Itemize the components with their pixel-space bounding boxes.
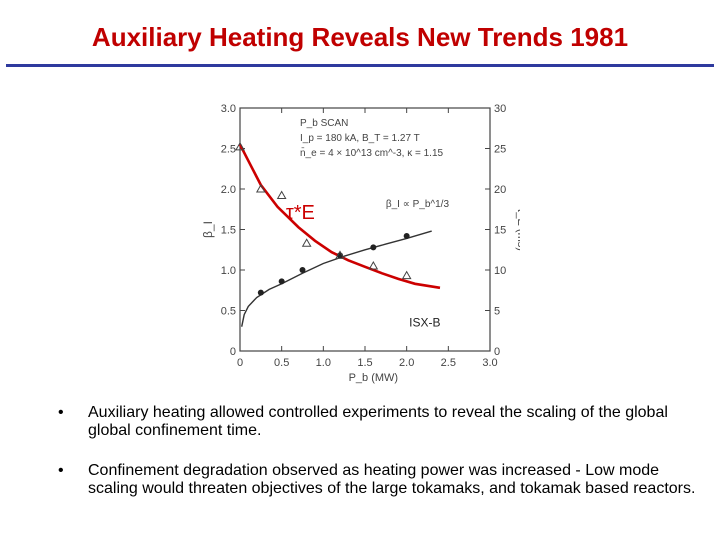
bullet-marker: •: [58, 462, 64, 479]
y-tick-label-right: 15: [494, 225, 506, 237]
legend-line: I_p = 180 kA, B_T = 1.27 T: [300, 133, 420, 144]
bullet-marker: •: [58, 404, 64, 421]
tau-point: [255, 183, 266, 193]
y-tick-label-right: 10: [494, 265, 506, 277]
y-tick-label-left: 2.5: [221, 144, 236, 156]
y-tick-label-left: 3.0: [221, 103, 236, 115]
beta-point: [278, 278, 285, 285]
beta-fit-annotation: β_I ∝ P_b^1/3: [386, 199, 450, 210]
y-tick-label-left: 1.0: [221, 265, 236, 277]
x-axis-label: P_b (MW): [349, 372, 399, 384]
y-tick-label-right: 20: [494, 184, 506, 196]
tau-point: [276, 190, 287, 199]
x-tick-label: 2.5: [441, 357, 456, 369]
x-tick-label: 0.5: [274, 357, 289, 369]
y-tick-label-left: 0.5: [221, 306, 236, 318]
chart-marks: [235, 141, 412, 296]
y-tick-label-left: 1.5: [221, 225, 236, 237]
x-tick-label: 1.0: [316, 357, 331, 369]
x-tick-label: 0: [237, 357, 243, 369]
plot-frame: [239, 107, 491, 352]
chart-ticks: [239, 107, 491, 352]
tau-point: [235, 141, 245, 151]
tau-point: [301, 238, 312, 247]
slide-title: Auxiliary Heating Reveals New Trends 198…: [91, 22, 629, 52]
beta-point: [257, 289, 264, 296]
chart-axes: [239, 107, 491, 352]
y-tick-label-left: 0: [230, 346, 236, 358]
title-underline: [6, 64, 714, 67]
tau-point: [401, 270, 412, 280]
bullet-list: • Auxiliary heating allowed controlled e…: [58, 404, 698, 520]
tau-annotation: τ*E: [286, 202, 315, 224]
tau-fit-curve: [238, 143, 441, 290]
beta-point: [403, 232, 410, 239]
y-axis-label-left: β_I: [201, 221, 215, 238]
tau-point: [335, 250, 345, 259]
tau-point: [368, 260, 379, 270]
chart-labels: 0 0.5 1.0 1.5 2.0 2.5 3.000.51.01.52.02.53.005…: [201, 103, 520, 384]
x-tick-label: 3.0: [482, 357, 497, 369]
y-tick-label-left: 2.0: [221, 184, 236, 196]
beta-tau-chart: 0 0.5 1.0 1.5 2.0 2.5 3.000.51.01.52.02.53.005…: [201, 103, 520, 384]
device-annotation: ISX-B: [409, 316, 440, 330]
bullet-item-1: • Auxiliary heating allowed controlled e…: [58, 404, 698, 440]
legend-line: P_b SCAN: [300, 118, 348, 129]
chart-curves: [238, 143, 441, 327]
y-tick-label-right: 30: [494, 103, 506, 115]
y-tick-label-right: 25: [494, 144, 506, 156]
bullet-text-1: Auxiliary heating allowed controlled exp…: [88, 404, 668, 439]
x-tick-label: 2.0: [399, 357, 414, 369]
beta-point: [299, 267, 306, 273]
beta-point: [370, 244, 377, 251]
y-axis-label-right: τ_E (ms): [515, 208, 520, 251]
y-tick-label-right: 5: [494, 306, 500, 318]
beta-fit-curve: [241, 230, 432, 327]
y-tick-label-right: 0: [494, 346, 500, 358]
x-tick-label: 1.5: [357, 357, 372, 369]
bullet-text-2: Confinement degradation observed as heat…: [88, 462, 696, 497]
legend-line: n̄_e = 4 × 10^13 cm^-3, κ = 1.15: [300, 146, 444, 159]
bullet-item-2: • Confinement degradation observed as he…: [58, 462, 698, 498]
